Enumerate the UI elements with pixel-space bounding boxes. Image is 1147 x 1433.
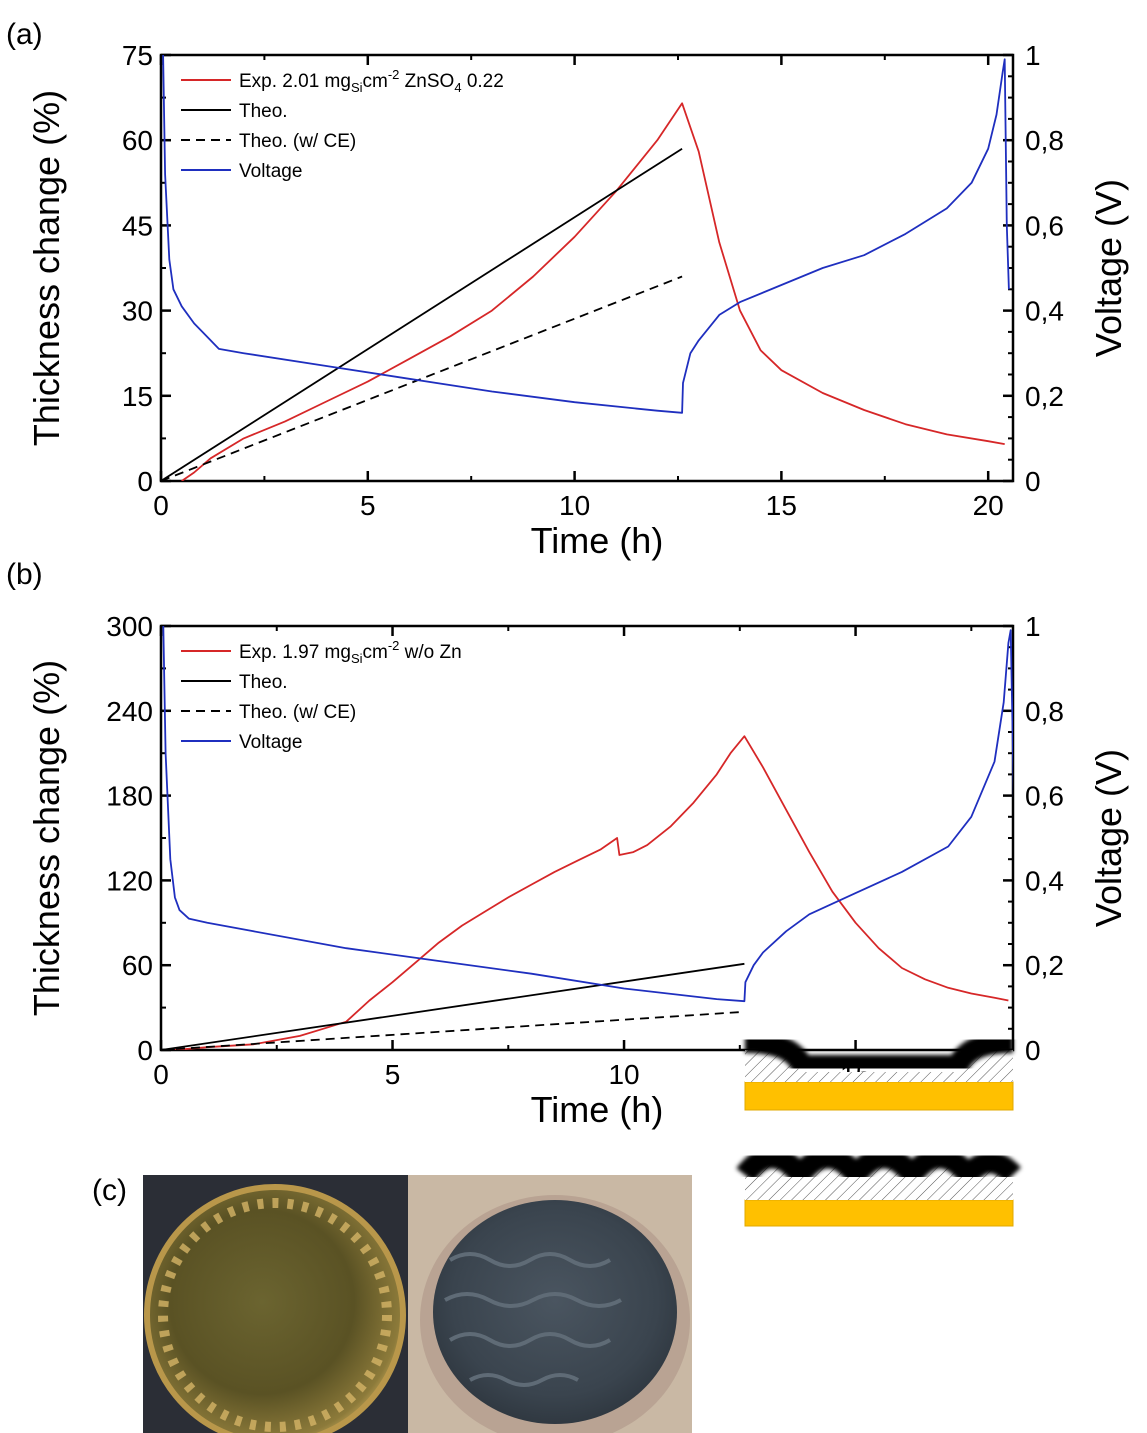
chart-b-y-tick-label: 60: [122, 950, 153, 981]
chart-a-y-tick-label: 75: [122, 40, 153, 71]
chart-b-y2-axis-label: Voltage (V): [1088, 749, 1129, 927]
chart-b-y-tick-label: 240: [106, 696, 153, 727]
chart-a-x-tick-label: 5: [360, 490, 376, 521]
chart-a-x-tick-label: 15: [766, 490, 797, 521]
chart-b-legend-label: Exp. 1.97 mgSicm-2 w/o Zn: [239, 638, 462, 666]
chart-b-series-0-line: [174, 735, 1009, 1050]
chart-a-y2-axis-label: Voltage (V): [1088, 179, 1129, 357]
chart-b-y-axis-label: Thickness change (%): [26, 660, 67, 1016]
chart-b-y2-tick-label: 0,2: [1025, 950, 1064, 981]
chart-a-legend-label: Voltage: [239, 161, 302, 182]
chart-a-y-tick-label: 45: [122, 210, 153, 241]
panel-a-label: (a): [6, 18, 43, 51]
chart-a-series-group: [161, 55, 1010, 481]
chart-b-legend-label: Theo.: [239, 672, 288, 693]
chart-b-y2-tick-label: 0: [1025, 1035, 1041, 1066]
panel-b-label: (b): [6, 558, 43, 591]
chart-b-y2-tick-label: 0,6: [1025, 781, 1064, 812]
chart-a-series-0-line: [181, 102, 1005, 481]
chart-a-y2-tick-label: 1: [1025, 40, 1041, 71]
chart-a-x-tick-label: 10: [559, 490, 590, 521]
chart-a-legend-label: Theo. (w/ CE): [239, 131, 356, 152]
chart-b-x-tick-label: 0: [153, 1059, 169, 1090]
chart-a-legend-label: Exp. 2.01 mgSicm-2 ZnSO4 0.22: [239, 67, 504, 95]
panel-c-label: (c): [92, 1174, 127, 1207]
chart-b: 05101506012018024030000,20,40,60,81Time …: [26, 611, 1129, 1130]
chart-a-x-tick-label: 0: [153, 490, 169, 521]
chart-a-y-tick-label: 30: [122, 296, 153, 327]
chart-b-legend-label: Theo. (w/ CE): [239, 702, 356, 723]
chart-a: 0 5 10 15 20 0 15 30 45 60 75 0 0,2 0,4 0,6 0,8 1 Time (h…: [26, 40, 1129, 561]
chart-a-y-tick-label: 15: [122, 381, 153, 412]
chart-b-y2-tick-label: 1: [1025, 611, 1041, 642]
chart-a-series-2-line: [161, 275, 683, 481]
chart-a-y2-tick-label: 0,6: [1025, 210, 1064, 241]
schematic-flat: [744, 1031, 1014, 1111]
chart-a-y2-tick-label: 0,4: [1025, 296, 1064, 327]
chart-a-legend-label: Theo.: [239, 101, 288, 122]
photo-grey-electrode: [408, 1175, 692, 1433]
chart-b-series-2-line: [161, 1010, 745, 1050]
photo-gold-electrode: [143, 1175, 408, 1433]
chart-b-series-1-line: [161, 962, 745, 1050]
chart-b-x-axis-label: Time (h): [531, 1089, 664, 1130]
chart-b-legend-label: Voltage: [239, 732, 302, 753]
chart-b-series-group: [161, 626, 1013, 1050]
chart-a-y2-tick-label: 0: [1025, 466, 1041, 497]
chart-b-y2-tick-label: 0,4: [1025, 865, 1064, 896]
chart-b-x-tick-label: 10: [608, 1059, 639, 1090]
chart-a-y-tick-label: 60: [122, 125, 153, 156]
chart-a-series-3-line: [162, 55, 1010, 414]
chart-a-x-tick-label: 20: [973, 490, 1004, 521]
schematic-wavy: [736, 1146, 1022, 1227]
chart-b-y-tick-label: 180: [106, 781, 153, 812]
chart-b-y-tick-label: 120: [106, 865, 153, 896]
chart-a-y-tick-label: 0: [137, 466, 153, 497]
chart-b-y-tick-label: 300: [106, 611, 153, 642]
chart-b-y2-tick-label: 0,8: [1025, 696, 1064, 727]
chart-a-series-1-line: [161, 147, 683, 481]
chart-a-y2-tick-label: 0,8: [1025, 125, 1064, 156]
chart-b-series-3-line: [162, 626, 1013, 1003]
chart-b-x-tick-label: 5: [385, 1059, 401, 1090]
chart-a-y2-tick-label: 0,2: [1025, 381, 1064, 412]
chart-b-y-tick-label: 0: [137, 1035, 153, 1066]
chart-a-y-axis-label: Thickness change (%): [26, 90, 67, 446]
chart-a-x-axis-label: Time (h): [531, 520, 664, 561]
